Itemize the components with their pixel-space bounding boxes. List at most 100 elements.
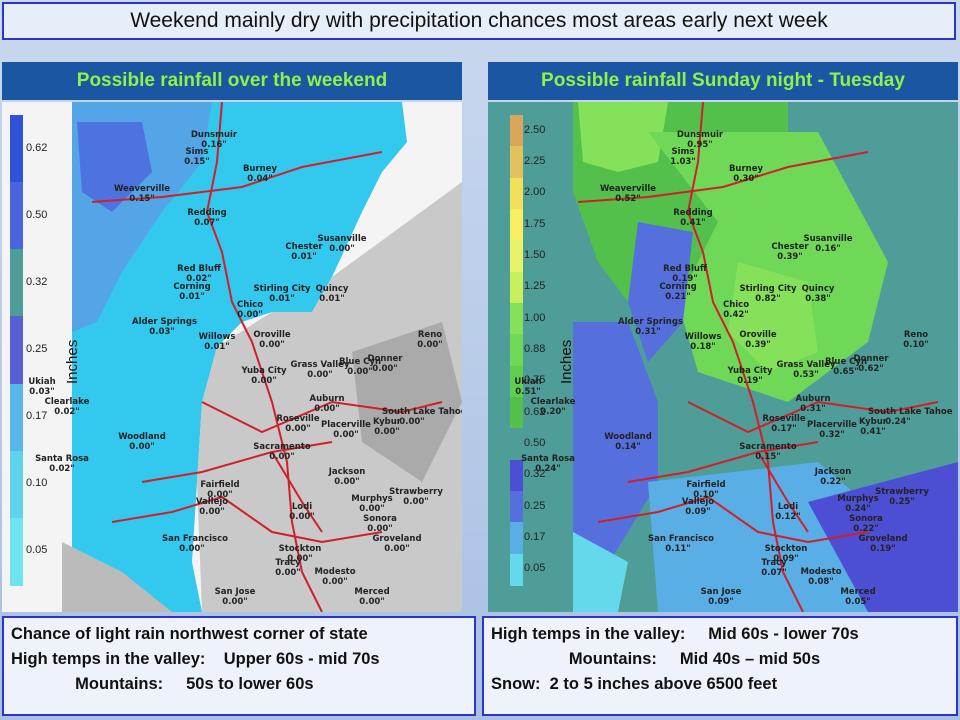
city-label: Fairfield 0.00" xyxy=(190,480,250,500)
city-rainfall-value: 0.24" xyxy=(845,504,871,514)
city-rainfall-value: 0.00" xyxy=(403,497,429,507)
colorbar-tick-label: 0.17 xyxy=(26,410,48,423)
city-label: Merced 0.05" xyxy=(828,587,888,607)
city-label: San Francisco 0.00" xyxy=(162,534,228,554)
city-rainfall-value: 0.15" xyxy=(184,157,210,167)
right-info-line: Snow: 2 to 5 inches above 6500 feet xyxy=(491,675,778,693)
left-panel-title-text: Possible rainfall over the weekend xyxy=(76,70,388,91)
city-name: Stockton xyxy=(764,544,808,554)
city-label: Red Bluff 0.19" xyxy=(655,264,715,284)
city-label: Weaverville 0.15" xyxy=(112,184,172,204)
city-name: Sonora xyxy=(363,514,397,524)
rain-area-bay xyxy=(573,532,628,612)
city-rainfall-value: 0.21" xyxy=(665,292,691,302)
colorbar-tick-label: 2.50 xyxy=(524,123,546,136)
terrain-area-sierra xyxy=(197,182,462,612)
city-label: Stirling City 0.01" xyxy=(252,284,312,304)
city-label: Sonora 0.22" xyxy=(836,514,896,534)
city-rainfall-value: 0.07" xyxy=(761,568,787,578)
city-label: Vallejo 0.09" xyxy=(668,497,728,517)
city-name: Reno xyxy=(903,330,929,340)
city-label: Quincy 0.38" xyxy=(788,284,848,304)
city-name: Fairfield xyxy=(686,480,726,490)
city-label: Donner 0.00" xyxy=(355,354,415,374)
colorbar-segment xyxy=(510,303,523,336)
city-rainfall-value: 0.00" xyxy=(179,544,205,554)
rain-area-southeast xyxy=(808,462,958,612)
city-name: Clearlake xyxy=(530,397,576,407)
city-rainfall-value: 0.07" xyxy=(194,218,220,228)
city-rainfall-value: 0.00" xyxy=(287,554,313,564)
city-name: Grass Valley xyxy=(290,360,350,370)
city-label: Burney 0.30" xyxy=(716,164,776,184)
colorbar-segment xyxy=(10,115,23,184)
city-label: Red Bluff 0.02" xyxy=(169,264,229,284)
rain-area-coast xyxy=(573,322,658,612)
city-label: Willows 0.18" xyxy=(673,332,733,352)
colorbar-segment xyxy=(10,383,23,452)
colorbar-tick-label: 0.25 xyxy=(26,343,48,355)
city-label: Yuba City 0.00" xyxy=(234,366,294,386)
city-name: Vallejo xyxy=(195,497,229,507)
colorbar-segment xyxy=(510,428,523,461)
city-name: Fairfield xyxy=(200,480,240,490)
city-label: Groveland 0.00" xyxy=(367,534,427,554)
city-name: Woodland xyxy=(604,432,652,442)
weekend-map-graphic xyxy=(2,102,462,612)
city-label: Oroville 0.39" xyxy=(728,330,788,350)
left-info-line: High temps in the valley: Upper 60s - mi… xyxy=(11,650,380,668)
city-rainfall-value: 0.00" xyxy=(285,424,311,434)
city-rainfall-value: 0.65" xyxy=(833,367,859,377)
city-label: Burney 0.04" xyxy=(230,164,290,184)
city-name: Alder Springs xyxy=(132,317,197,327)
city-label: Oroville 0.00" xyxy=(242,330,302,350)
city-rainfall-value: 0.00" xyxy=(367,524,393,534)
city-label: Jackson 0.00" xyxy=(317,467,377,487)
city-label: Weaverville 0.52" xyxy=(598,184,658,204)
city-name: Sacramento xyxy=(739,442,797,452)
city-label: Grass Valley 0.00" xyxy=(290,360,350,380)
city-name: Alder Springs xyxy=(618,317,683,327)
city-name: Woodland xyxy=(118,432,166,442)
city-rainfall-value: 0.24" xyxy=(885,417,911,427)
city-rainfall-value: 0.00" xyxy=(372,364,398,374)
city-label: Yuba City 0.19" xyxy=(720,366,780,386)
city-rainfall-value: 0.53" xyxy=(793,370,819,380)
city-label: Willows 0.01" xyxy=(187,332,247,352)
colorbar-tick-label: 0.25 xyxy=(524,499,546,512)
weekend-rainfall-map: 0.62 0.50 0.32 0.25 0.17 0.10 0.05 Inches Duns… xyxy=(2,102,462,612)
city-label: Dunsmuir 0.16" xyxy=(184,130,244,150)
city-label: Grass Valley 0.53" xyxy=(776,360,836,380)
city-rainfall-value: 0.17" xyxy=(771,424,797,434)
city-name: Chester xyxy=(771,242,809,252)
city-name: Strawberry xyxy=(875,487,929,497)
colorbar-tick-label: 0.32 xyxy=(26,275,48,288)
city-name: San Francisco xyxy=(648,534,714,544)
rain-area-heavy xyxy=(77,122,152,212)
city-label: San Jose 0.09" xyxy=(691,587,751,607)
city-label: Auburn 0.31" xyxy=(783,394,843,414)
city-name: Roseville xyxy=(762,414,806,424)
city-name: South Lake Tahoe xyxy=(382,407,462,417)
city-name: Sims xyxy=(671,147,695,157)
city-name: Red Bluff xyxy=(663,264,707,274)
colorbar-segment xyxy=(510,115,523,148)
city-name: Kybur xyxy=(859,417,887,427)
city-rainfall-value: 0.12" xyxy=(775,512,801,522)
city-name: Chester xyxy=(285,242,323,252)
city-name: Tracy xyxy=(275,558,301,568)
city-label: Clearlake 0.02" xyxy=(37,397,97,417)
city-rainfall-value: 0.00" xyxy=(237,310,263,320)
city-name: Lodi xyxy=(291,502,313,512)
city-name: San Jose xyxy=(700,587,742,597)
city-rainfall-value: 0.00" xyxy=(289,512,315,522)
city-label: Woodland 0.14" xyxy=(598,432,658,452)
city-name: Willows xyxy=(684,332,722,342)
city-label: Redding 0.41" xyxy=(663,208,723,228)
city-rainfall-value: 0.00" xyxy=(399,417,425,427)
city-name: Burney xyxy=(728,164,764,174)
colorbar-tick-label: 0.62 xyxy=(26,141,48,154)
city-rainfall-value: 0.41" xyxy=(860,427,886,437)
city-label: Santa Rosa 0.24" xyxy=(518,454,578,474)
city-name: Dunsmuir xyxy=(190,130,238,140)
